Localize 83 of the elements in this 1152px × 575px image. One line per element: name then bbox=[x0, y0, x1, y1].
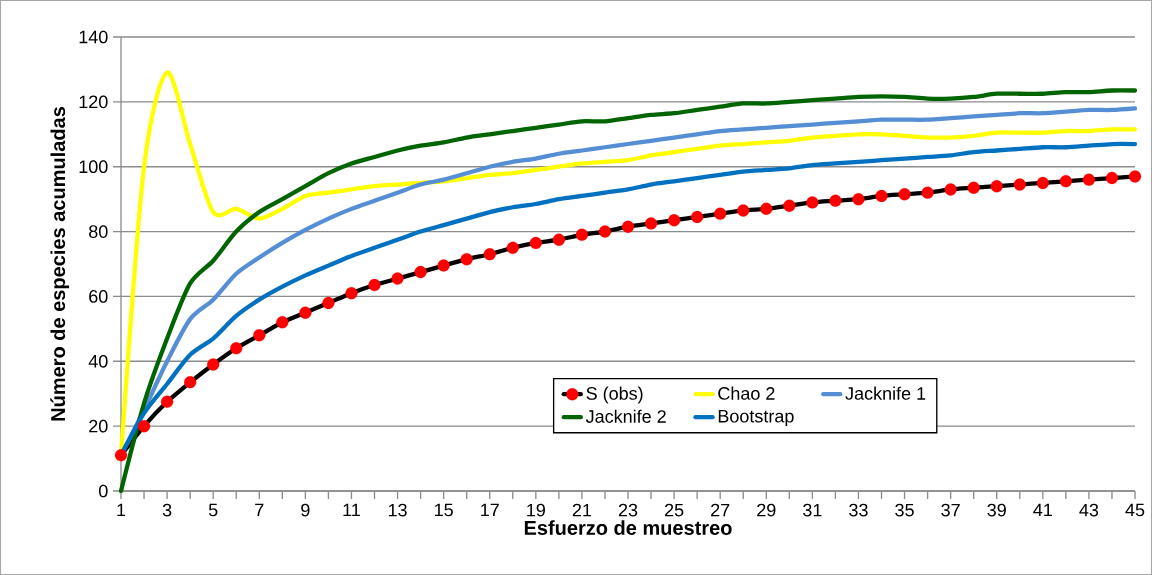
point bbox=[944, 183, 957, 196]
point bbox=[644, 217, 658, 230]
legend-label: Bootstrap bbox=[718, 410, 794, 427]
x-tick-label: 5 bbox=[208, 503, 218, 517]
point bbox=[506, 241, 519, 254]
point bbox=[230, 342, 243, 355]
point bbox=[898, 188, 911, 201]
y-tick-label: 20 bbox=[89, 419, 108, 433]
point bbox=[368, 279, 381, 292]
x-tick-label: 37 bbox=[941, 503, 960, 517]
point bbox=[737, 204, 750, 217]
point bbox=[184, 376, 197, 389]
x-tick-label: 45 bbox=[1125, 503, 1145, 517]
legend-label: Chao 2 bbox=[718, 386, 775, 400]
point bbox=[621, 220, 635, 233]
point bbox=[598, 225, 612, 238]
point bbox=[161, 395, 174, 408]
point bbox=[852, 193, 865, 206]
point bbox=[207, 358, 220, 371]
point bbox=[552, 233, 565, 246]
x-tick-label: 1 bbox=[117, 503, 126, 517]
x-tick-label: 31 bbox=[803, 503, 822, 517]
point bbox=[345, 287, 358, 300]
x-tick-label: 29 bbox=[757, 503, 776, 517]
point bbox=[829, 194, 842, 207]
x-axis-title: Esfuerzo de muestreo bbox=[524, 520, 732, 535]
point bbox=[276, 316, 289, 329]
y-tick-label: 40 bbox=[88, 354, 108, 368]
y-tick-label: 100 bbox=[79, 160, 108, 174]
point bbox=[1059, 175, 1072, 188]
point bbox=[783, 199, 796, 212]
point bbox=[575, 228, 588, 241]
point bbox=[668, 214, 681, 227]
point bbox=[967, 181, 980, 194]
point bbox=[414, 266, 427, 279]
x-tick-label: 27 bbox=[711, 503, 730, 517]
legend-label: S (obs) bbox=[586, 386, 643, 404]
x-tick-label: 21 bbox=[572, 503, 592, 517]
point bbox=[460, 253, 473, 266]
y-tick-label: 80 bbox=[89, 225, 108, 238]
point bbox=[714, 207, 727, 220]
y-tick-label: 120 bbox=[79, 95, 108, 109]
x-tick-label: 23 bbox=[618, 503, 638, 517]
point bbox=[691, 210, 704, 224]
point bbox=[1082, 173, 1095, 186]
y-tick-label: 0 bbox=[98, 484, 108, 498]
y-axis-title: Número de especies acumuladas bbox=[50, 107, 70, 421]
point bbox=[760, 202, 773, 215]
legend-label: Jacknife 2 bbox=[585, 409, 666, 423]
point bbox=[1036, 176, 1049, 190]
x-tick-label: 15 bbox=[435, 503, 453, 517]
point bbox=[253, 329, 266, 342]
x-tick-label: 39 bbox=[987, 503, 1006, 517]
x-tick-label: 19 bbox=[527, 503, 545, 517]
x-tick-label: 7 bbox=[255, 503, 264, 517]
x-tick-label: 41 bbox=[1033, 503, 1052, 517]
point bbox=[806, 196, 819, 209]
point bbox=[322, 296, 335, 309]
point bbox=[875, 189, 888, 202]
point bbox=[990, 180, 1003, 193]
y-tick-label: 140 bbox=[79, 30, 108, 44]
x-tick-label: 33 bbox=[849, 503, 868, 517]
point bbox=[1105, 171, 1119, 185]
legend-label: Jacknife 1 bbox=[845, 386, 926, 400]
point bbox=[921, 186, 934, 199]
x-tick-label: 35 bbox=[895, 503, 914, 517]
point bbox=[483, 248, 496, 261]
point bbox=[437, 259, 450, 272]
y-tick-label: 60 bbox=[89, 290, 108, 303]
x-tick-label: 11 bbox=[343, 503, 360, 517]
point bbox=[1128, 170, 1142, 183]
x-tick-label: 13 bbox=[388, 503, 407, 517]
x-tick-label: 17 bbox=[481, 503, 499, 517]
x-tick-label: 43 bbox=[1079, 503, 1099, 517]
x-tick-label: 3 bbox=[162, 503, 172, 517]
point bbox=[114, 449, 128, 462]
x-tick-label: 25 bbox=[664, 503, 684, 517]
point bbox=[1013, 178, 1026, 191]
point bbox=[529, 236, 542, 249]
point bbox=[299, 306, 312, 319]
x-tick-label: 9 bbox=[301, 503, 310, 517]
point bbox=[137, 420, 151, 433]
point bbox=[391, 272, 404, 285]
